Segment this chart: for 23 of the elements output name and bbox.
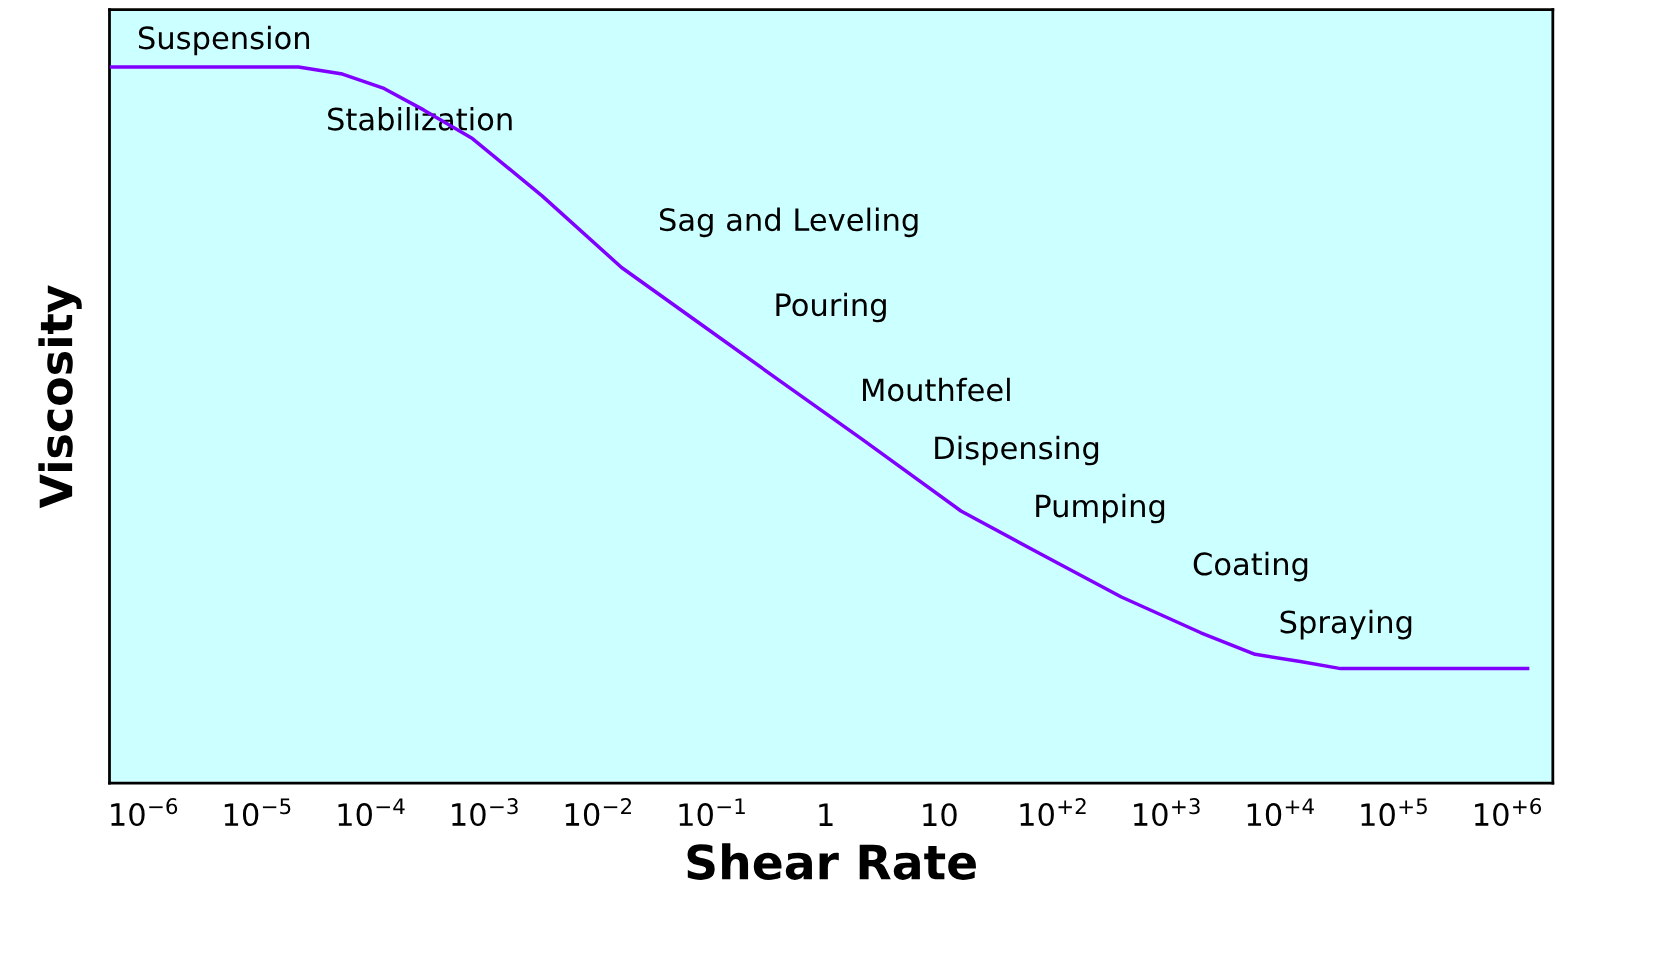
x-tick-label: 10$^{−3}$ (452, 798, 518, 827)
annotation: Sag and Leveling (659, 207, 918, 238)
x-tick-label: 1 (819, 803, 833, 826)
annotation: Coating (1193, 551, 1308, 582)
annotation: Spraying (1280, 609, 1412, 640)
annotation: Pumping (1036, 493, 1165, 524)
x-tick-label: 10 (923, 803, 957, 827)
x-tick-label: 10$^{+4}$ (1247, 798, 1314, 827)
x-tick-label: 10$^{+6}$ (1475, 798, 1542, 827)
annotation: Dispensing (935, 435, 1099, 466)
x-tick-label: 10$^{−5}$ (224, 798, 291, 827)
x-tick-label: 10$^{−1}$ (679, 798, 745, 827)
x-tick-label: 10$^{+5}$ (1361, 798, 1427, 827)
text: Suspension (138, 25, 310, 56)
y-axis-title: Viscosity (38, 285, 82, 509)
annotation: Mouthfeel (863, 377, 1010, 402)
x-tick-label: 10$^{−6}$ (111, 798, 178, 827)
annotation: Pouring (776, 292, 886, 323)
x-tick-label: 10$^{−4}$ (338, 798, 405, 827)
x-tick-label: 10$^{+3}$ (1134, 798, 1200, 827)
x-tick-label: 10$^{−2}$ (565, 798, 631, 827)
x-tick-label: 10$^{+2}$ (1020, 798, 1086, 827)
x-axis-title: Shear Rate (687, 843, 976, 880)
